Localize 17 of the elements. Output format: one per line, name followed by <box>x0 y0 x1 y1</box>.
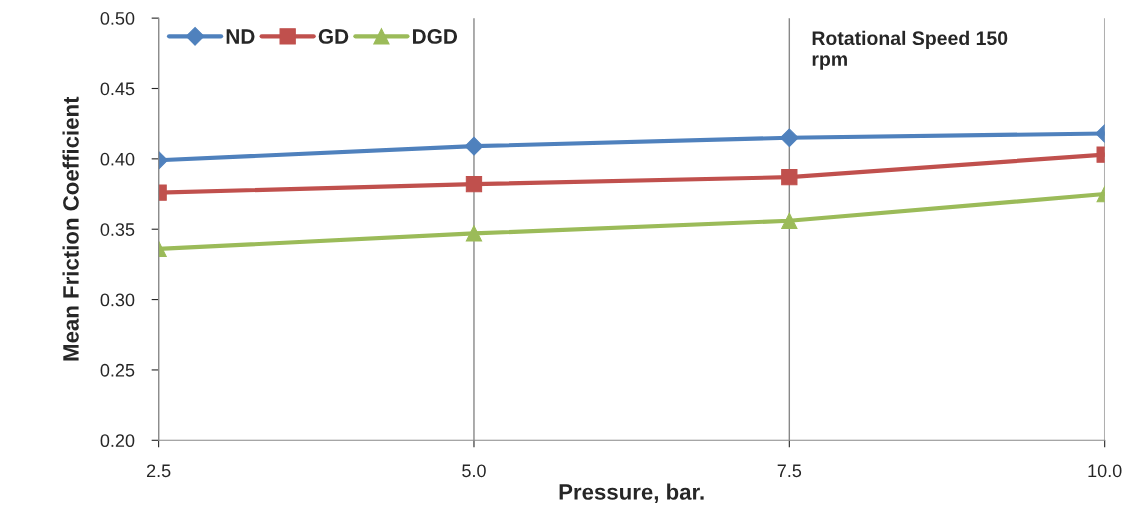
x-tick-label: 7.5 <box>777 464 802 478</box>
y-tick-label: 0.45 <box>100 82 135 96</box>
y-tick-label: 0.50 <box>100 12 135 25</box>
y-tick-label: 0.30 <box>100 293 135 307</box>
y-axis-title: Mean Friction Coefficient <box>62 96 79 361</box>
x-axis-title: Pressure, bar. <box>559 483 704 504</box>
y-tick-label: 0.35 <box>100 223 135 236</box>
y-tick-label: 0.25 <box>100 363 135 377</box>
annotation: Rotational Speed 150 rpm <box>812 30 1008 70</box>
y-tick-label: 0.40 <box>100 152 135 166</box>
legend-label: ND <box>226 29 255 44</box>
legend-label: DGD <box>413 29 458 44</box>
x-tick-label: 10.0 <box>1088 464 1122 478</box>
legend-label: GD <box>318 29 349 44</box>
x-tick-label: 2.5 <box>146 464 171 478</box>
y-tick-label: 0.20 <box>100 434 135 448</box>
x-tick-label: 5.0 <box>462 464 486 478</box>
